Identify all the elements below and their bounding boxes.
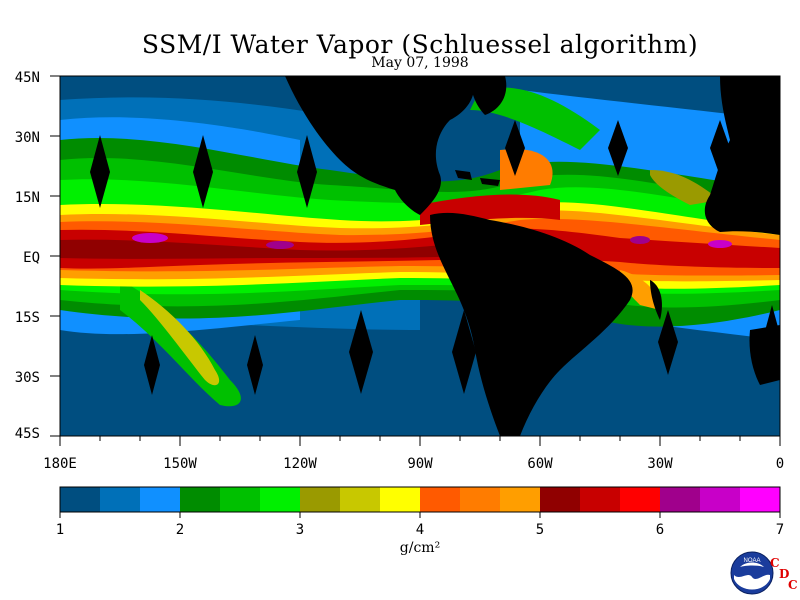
- lon-label-180e: 180E: [43, 456, 77, 472]
- lat-label-45s: 45S: [14, 426, 40, 442]
- lon-label-90w: 90W: [407, 456, 433, 472]
- colorbar: [60, 487, 781, 512]
- colorbar-swatch: [260, 487, 301, 512]
- noaa-logo: NOAA: [730, 551, 774, 599]
- colorbar-tick-5: 5: [535, 522, 545, 538]
- colorbar-swatch: [340, 487, 381, 512]
- colorbar-swatch: [140, 487, 181, 512]
- colorbar-swatch: [180, 487, 221, 512]
- lon-label-150w: 150W: [163, 456, 197, 472]
- lat-label-45n: 45N: [14, 70, 40, 86]
- colorbar-swatch: [700, 487, 741, 512]
- colorbar-swatch: [620, 487, 661, 512]
- colorbar-swatch: [100, 487, 141, 512]
- map-date: May 07, 1998: [371, 55, 469, 71]
- map-frame: [50, 75, 781, 446]
- colorbar-tick-7: 7: [775, 522, 785, 538]
- map-title: SSM/I Water Vapor (Schluessel algorithm): [141, 30, 699, 59]
- colorbar-swatch: [540, 487, 581, 512]
- colorbar-swatch: [420, 487, 461, 512]
- lon-label-30w: 30W: [647, 456, 673, 472]
- lon-label-120w: 120W: [283, 456, 317, 472]
- water-vapor-map: [60, 76, 780, 436]
- lat-label-15n: 15N: [14, 190, 40, 206]
- colorbar-units: g/cm²: [399, 540, 441, 556]
- lat-label-30s: 30S: [14, 370, 40, 386]
- colorbar-tick-2: 2: [175, 522, 185, 538]
- colorbar-swatch: [500, 487, 541, 512]
- colorbar-tick-4: 4: [415, 522, 425, 538]
- colorbar-tick-1: 1: [55, 522, 65, 538]
- lat-label-30n: 30N: [14, 130, 40, 146]
- colorbar-swatch: [380, 487, 421, 512]
- colorbar-tick-3: 3: [295, 522, 305, 538]
- colorbar-swatch: [460, 487, 501, 512]
- colorbar-tick-6: 6: [655, 522, 665, 538]
- cdc-letter-d: D: [779, 567, 790, 581]
- colorbar-swatch: [220, 487, 261, 512]
- colorbar-swatch: [60, 487, 101, 512]
- lat-label-eq: EQ: [23, 250, 40, 266]
- noaa-logo-text: NOAA: [743, 558, 760, 564]
- cdc-letter-c1: C: [770, 556, 780, 570]
- colorbar-swatch: [300, 487, 341, 512]
- colorbar-swatch: [660, 487, 701, 512]
- cdc-letter-c2: C: [788, 578, 798, 592]
- colorbar-swatch: [580, 487, 621, 512]
- lon-label-0: 0: [775, 456, 785, 472]
- lon-label-60w: 60W: [527, 456, 553, 472]
- colorbar-swatch: [740, 487, 781, 512]
- lat-label-15s: 15S: [14, 310, 40, 326]
